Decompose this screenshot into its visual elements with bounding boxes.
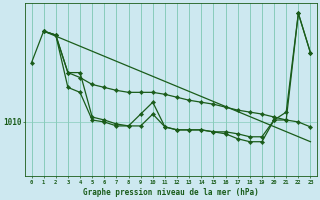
X-axis label: Graphe pression niveau de la mer (hPa): Graphe pression niveau de la mer (hPa) bbox=[83, 188, 259, 197]
